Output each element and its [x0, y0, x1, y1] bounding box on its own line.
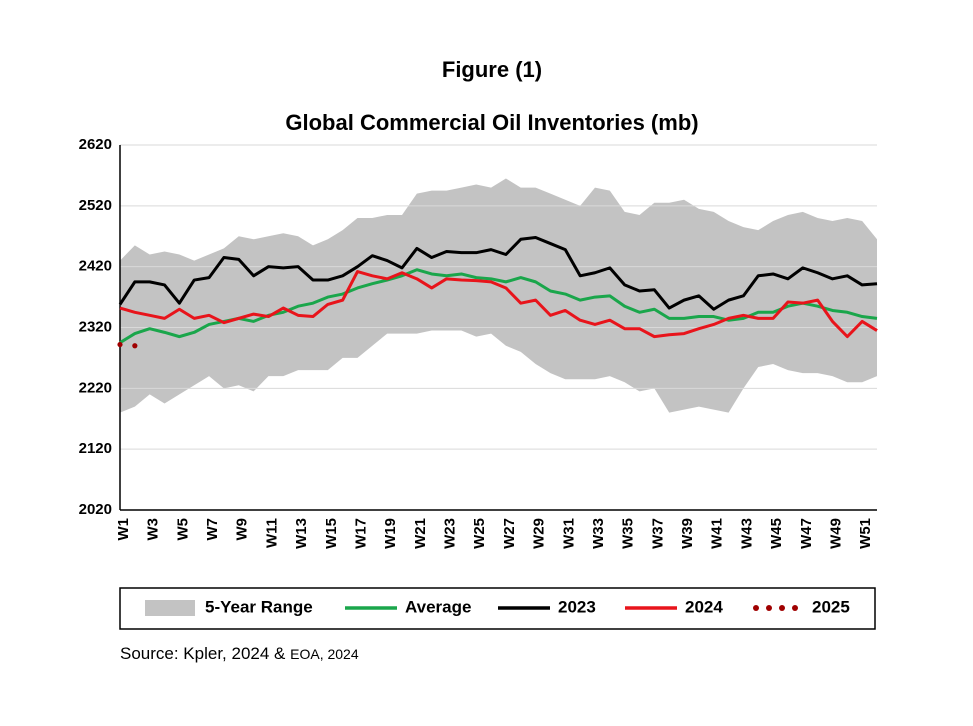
line-2023: [118, 235, 878, 311]
x-tick-label: W9: [234, 518, 251, 541]
x-tick-label: W17: [352, 518, 369, 549]
x-tick-label: W45: [768, 518, 785, 549]
x-tick-label: W39: [679, 518, 696, 549]
x-tick-label: W49: [827, 518, 844, 549]
x-tick-label: W31: [560, 518, 577, 549]
x-tick-label: W47: [798, 518, 815, 549]
source-text: Source: Kpler, 2024 &: [120, 644, 286, 663]
y-tick-label: 2220: [79, 379, 112, 396]
x-tick-label: W23: [442, 518, 459, 549]
y-tick-label: 2420: [79, 258, 112, 275]
dot: [117, 341, 123, 348]
dot: [132, 343, 138, 349]
x-tick-label: W35: [620, 518, 637, 549]
legend-swatch: [766, 605, 772, 611]
x-tick-label: W5: [174, 518, 191, 541]
y-tick-label: 2320: [79, 318, 112, 335]
legend-swatch: [792, 605, 798, 611]
x-tick-label: W7: [204, 518, 221, 541]
y-tick-label: 2520: [79, 197, 112, 214]
source: Source: Kpler, 2024 & EOA, 2024: [120, 644, 359, 663]
x-tick-label: W11: [263, 518, 280, 548]
x-tick-label: W37: [649, 518, 666, 549]
legend-label: 2024: [685, 597, 723, 616]
x-tick-label: W21: [412, 518, 429, 549]
figure-label: Figure (1): [442, 57, 542, 82]
source-note: EOA, 2024: [290, 646, 359, 662]
y-tick-label: 2620: [79, 136, 112, 153]
chart-title: Global Commercial Oil Inventories (mb): [285, 110, 698, 135]
legend-swatch: [753, 605, 759, 611]
x-tick-label: W13: [293, 518, 310, 549]
legend-box: [119, 587, 876, 630]
x-tick-label: W3: [145, 518, 162, 541]
y-tick-label: 2120: [79, 440, 112, 457]
legend-label: 2023: [558, 597, 596, 616]
legend-swatch: [779, 605, 785, 611]
x-tick-label: W51: [857, 518, 874, 549]
legend-label: Average: [405, 597, 471, 616]
legend-label: 2025: [812, 597, 850, 616]
line-2024: [119, 270, 878, 339]
x-tick-label: W25: [471, 518, 488, 549]
y-tick-label: 2020: [79, 501, 112, 518]
x-tick-label: W33: [590, 518, 607, 549]
x-tick-label: W29: [531, 518, 548, 549]
legend-swatch: [145, 600, 195, 616]
x-tick-label: W15: [323, 518, 340, 549]
range-area: [120, 178, 877, 413]
x-tick-label: W43: [738, 518, 755, 549]
legend-label: 5-Year Range: [205, 597, 313, 616]
x-tick-label: W19: [382, 518, 399, 549]
x-tick-label: W1: [115, 518, 132, 541]
x-tick-label: W27: [501, 518, 518, 549]
x-tick-label: W41: [709, 518, 726, 549]
